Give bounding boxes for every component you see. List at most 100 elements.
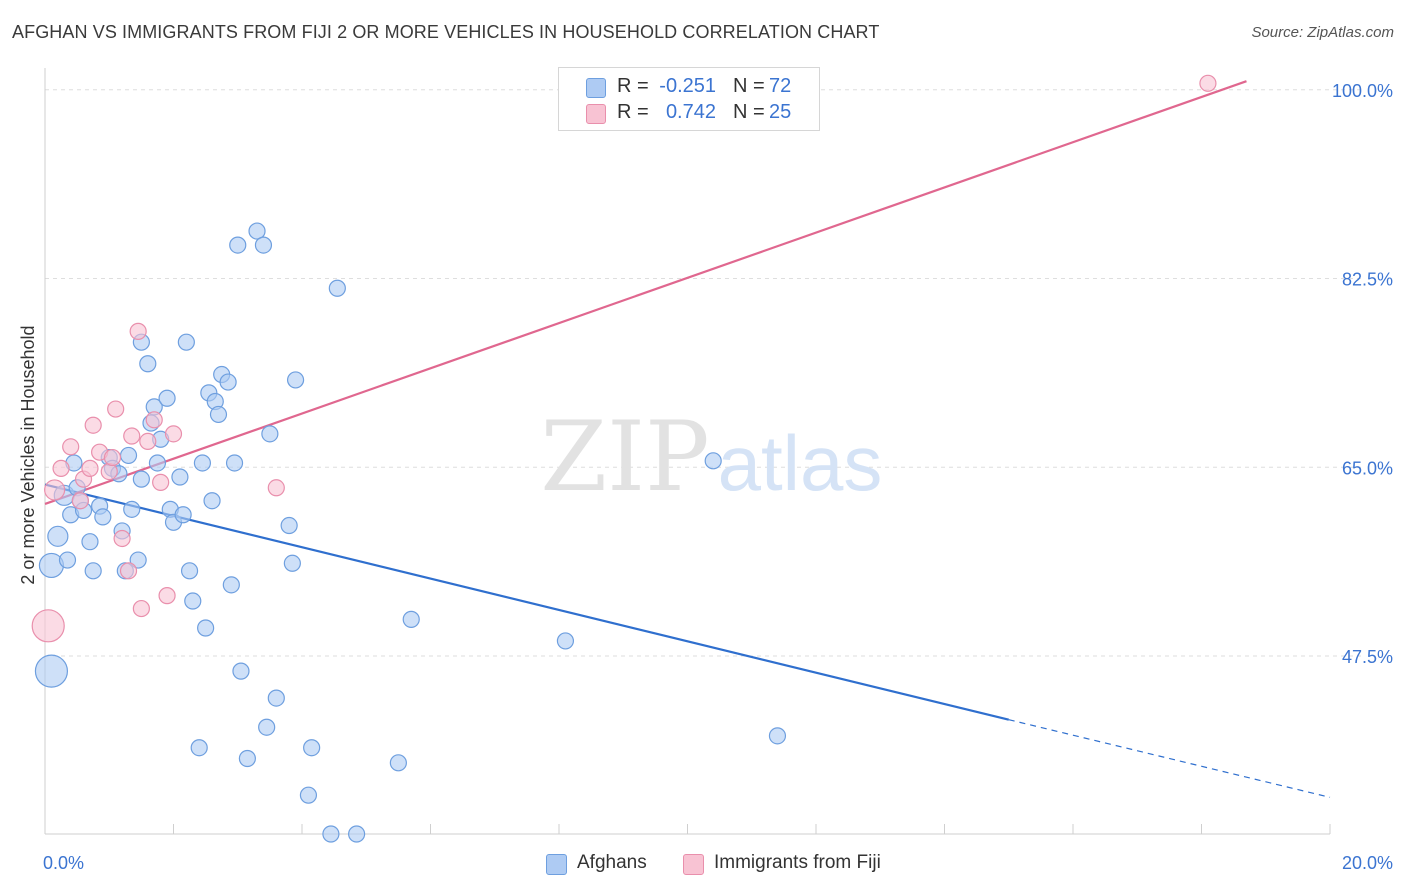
point-fiji: [139, 432, 157, 450]
point-afghans: [209, 405, 228, 424]
legend-label-fiji: Immigrants from Fiji: [714, 852, 881, 873]
point-fiji: [44, 479, 66, 501]
trendline-afghans-extension: [1008, 719, 1331, 798]
point-fiji: [145, 411, 163, 429]
legend-swatch-afghans: [586, 78, 606, 98]
point-fiji: [84, 416, 102, 434]
point-afghans: [303, 739, 321, 757]
legend-swatch-afghans: [546, 854, 567, 875]
point-afghans: [238, 749, 256, 768]
point-afghans: [84, 562, 102, 580]
point-afghans: [158, 389, 176, 407]
point-afghans: [177, 333, 195, 351]
point-afghans: [222, 576, 240, 594]
watermark: ZIP atlas: [540, 401, 882, 513]
trend-lines: [44, 80, 1331, 798]
point-afghans: [34, 654, 69, 688]
point-afghans: [704, 452, 722, 470]
y-tick-label: 100.0%: [1332, 81, 1393, 101]
point-fiji: [81, 459, 99, 477]
x-tick-label: 0.0%: [43, 853, 84, 873]
legend-n-value: 25: [769, 101, 792, 123]
point-afghans: [219, 373, 237, 391]
point-afghans: [225, 454, 244, 472]
point-afghans: [232, 662, 250, 680]
point-fiji: [119, 562, 138, 580]
legend-swatch-fiji: [683, 854, 704, 875]
point-afghans: [184, 592, 202, 610]
point-afghans: [258, 718, 276, 736]
point-afghans: [197, 619, 215, 637]
point-afghans: [389, 754, 407, 772]
point-afghans: [322, 825, 340, 843]
point-fiji: [1199, 74, 1217, 92]
point-afghans: [286, 371, 305, 389]
x-tick-label: 20.0%: [1342, 853, 1393, 873]
axes: [44, 68, 1331, 835]
point-afghans: [402, 610, 420, 628]
legend-r-label: R =: [617, 101, 649, 123]
point-fiji: [103, 448, 122, 467]
legend-label-afghans: Afghans: [577, 852, 647, 873]
legend-n-value: 72: [769, 75, 792, 97]
point-afghans: [180, 562, 199, 580]
point-fiji: [62, 438, 80, 456]
point-fiji: [267, 479, 285, 497]
point-afghans: [119, 446, 138, 465]
point-fiji: [107, 400, 125, 418]
point-fiji: [31, 609, 65, 643]
point-afghans: [348, 825, 366, 843]
point-afghans: [768, 727, 787, 745]
watermark-atlas: atlas: [718, 419, 883, 507]
point-afghans: [254, 236, 273, 254]
y-axis-label: 2 or more Vehicles in Household: [18, 325, 38, 584]
point-afghans: [81, 533, 99, 551]
point-afghans: [58, 551, 77, 569]
point-fiji: [123, 427, 141, 445]
legend-r-value: -0.251: [659, 75, 716, 97]
point-fiji: [164, 425, 183, 443]
point-afghans: [190, 739, 208, 757]
point-afghans: [283, 554, 301, 572]
point-afghans: [556, 632, 575, 650]
legend-r-value: 0.742: [665, 101, 716, 123]
source-label: Source: ZipAtlas.com: [1251, 24, 1394, 41]
point-afghans: [299, 786, 318, 804]
data-points: [31, 74, 1217, 843]
point-afghans: [47, 525, 69, 547]
point-fiji: [132, 599, 150, 618]
legend-row-fiji: R = 0.742 N = 25: [559, 101, 819, 127]
point-fiji: [71, 492, 89, 510]
y-tick-label: 65.0%: [1342, 458, 1393, 478]
legend-row-afghans: R = -0.251 N = 72: [559, 75, 819, 101]
point-afghans: [171, 468, 189, 486]
legend-r-label: R =: [617, 75, 649, 97]
legend-n-label: N =: [733, 101, 765, 123]
point-afghans: [203, 492, 221, 510]
point-afghans: [328, 279, 346, 297]
watermark-zip: ZIP: [540, 401, 709, 513]
point-afghans: [148, 454, 167, 472]
point-fiji: [100, 463, 118, 481]
point-fiji: [152, 473, 170, 491]
point-fiji: [52, 459, 70, 477]
legend-swatch-fiji: [586, 104, 606, 124]
tick-labels: 47.5% 65.0% 82.5% 100.0% 0.0% 20.0%: [43, 81, 1393, 873]
point-afghans: [229, 236, 247, 254]
trendline-fiji: [44, 80, 1247, 505]
point-fiji: [129, 322, 147, 340]
point-afghans: [129, 551, 147, 569]
y-tick-label: 82.5%: [1342, 270, 1393, 290]
trendline-afghans: [44, 483, 1010, 721]
point-afghans: [94, 508, 112, 526]
legend-n-label: N =: [733, 75, 765, 97]
point-afghans: [280, 516, 298, 535]
point-afghans: [132, 470, 150, 488]
y-tick-label: 47.5%: [1342, 647, 1393, 667]
point-afghans: [193, 454, 212, 472]
point-afghans: [261, 425, 279, 443]
point-fiji: [113, 529, 131, 548]
chart-title: AFGHAN VS IMMIGRANTS FROM FIJI 2 OR MORE…: [12, 22, 880, 42]
point-afghans: [139, 355, 157, 373]
